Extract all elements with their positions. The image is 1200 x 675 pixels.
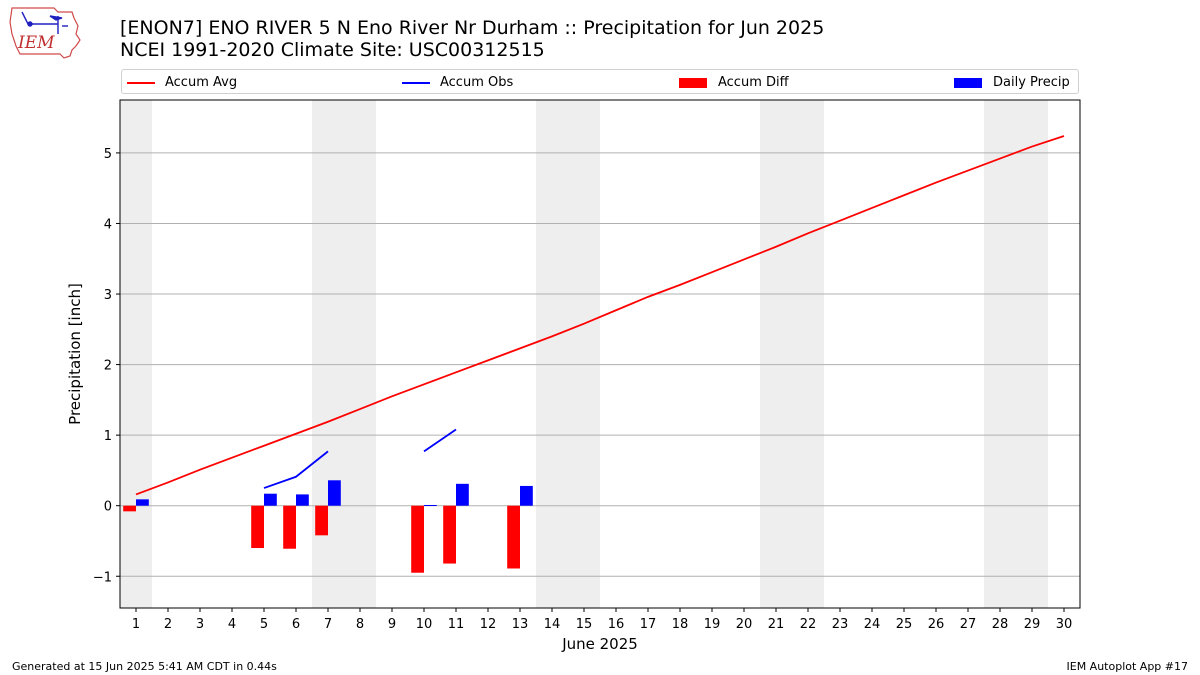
- x-tick-label: 25: [896, 617, 913, 632]
- legend-label-daily-precip: Daily Precip: [993, 75, 1070, 90]
- x-tick-label: 4: [228, 617, 236, 632]
- weekend-band: [536, 100, 600, 608]
- x-tick-label: 19: [704, 617, 721, 632]
- weekend-band: [984, 100, 1048, 608]
- y-tick-label: 0: [104, 500, 112, 515]
- x-tick-label: 24: [864, 617, 881, 632]
- x-tick-label: 17: [640, 617, 657, 632]
- app-credit: IEM Autoplot App #17: [1066, 660, 1189, 673]
- daily-precip-bar: [264, 493, 277, 506]
- legend-swatch-daily-precip: [954, 77, 982, 88]
- legend-swatch-accum-avg: [127, 81, 155, 84]
- generated-timestamp: Generated at 15 Jun 2025 5:41 AM CDT in …: [12, 660, 277, 673]
- y-tick-label: 4: [104, 217, 112, 232]
- daily-precip-bar: [424, 504, 437, 506]
- x-tick-label: 2: [164, 617, 172, 632]
- y-tick-label: 2: [104, 359, 112, 374]
- x-tick-label: 10: [416, 617, 433, 632]
- legend-item-daily-precip: Daily Precip: [954, 70, 1070, 95]
- iem-logo-icon: IEM: [9, 7, 81, 59]
- x-tick-label: 12: [480, 617, 497, 632]
- chart-subtitle: NCEI 1991-2020 Climate Site: USC00312515: [120, 39, 545, 61]
- chart-title: [ENON7] ENO RIVER 5 N Eno River Nr Durha…: [120, 17, 825, 39]
- accum-diff-bar: [507, 505, 520, 569]
- x-tick-label: 30: [1056, 617, 1073, 632]
- x-tick-label: 27: [960, 617, 977, 632]
- x-tick-label: 23: [832, 617, 849, 632]
- x-tick-label: 13: [512, 617, 529, 632]
- legend-label-accum-obs: Accum Obs: [440, 75, 514, 90]
- legend-label-accum-diff: Accum Diff: [718, 75, 789, 90]
- y-axis-label: Precipitation [inch]: [66, 283, 84, 425]
- accum-avg-line: [135, 135, 1065, 496]
- daily-precip-bar: [328, 480, 341, 506]
- daily-precip-bar: [456, 483, 469, 506]
- legend-swatch-accum-diff: [679, 77, 707, 88]
- x-tick-label: 20: [736, 617, 753, 632]
- weekend-band: [760, 100, 824, 608]
- logo-text: IEM: [17, 33, 55, 53]
- accum-diff-bar: [411, 505, 424, 573]
- x-tick-label: 1: [132, 617, 140, 632]
- daily-precip-bar: [520, 485, 533, 506]
- y-tick-label: 3: [104, 288, 112, 303]
- weekend-band: [120, 100, 152, 608]
- accum-diff-bar: [251, 505, 264, 549]
- legend: Accum Avg Accum Obs Accum Diff Daily Pre…: [121, 69, 1079, 94]
- daily-precip-bar: [136, 499, 149, 506]
- x-tick-label: 28: [992, 617, 1009, 632]
- y-tick-label: 5: [104, 147, 112, 162]
- x-tick-label: 5: [260, 617, 268, 632]
- legend-item-accum-obs: Accum Obs: [402, 70, 513, 95]
- x-tick-label: 8: [356, 617, 364, 632]
- x-tick-label: 18: [672, 617, 689, 632]
- x-tick-label: 21: [768, 617, 785, 632]
- legend-item-accum-diff: Accum Diff: [679, 70, 789, 95]
- daily-precip-bar: [296, 494, 309, 506]
- y-tick-label: −1: [93, 570, 112, 585]
- legend-label-accum-avg: Accum Avg: [165, 75, 238, 90]
- x-tick-label: 11: [448, 617, 465, 632]
- accum-diff-bar: [123, 505, 136, 512]
- x-tick-label: 6: [292, 617, 300, 632]
- x-tick-label: 22: [800, 617, 817, 632]
- accum-diff-bar: [283, 505, 296, 549]
- legend-swatch-accum-obs: [402, 81, 430, 84]
- accum-diff-bar: [315, 505, 328, 536]
- accum-obs-line: [263, 450, 329, 489]
- plot-frame: [119, 99, 1081, 609]
- y-tick-label: 1: [104, 429, 112, 444]
- x-tick-label: 9: [388, 617, 396, 632]
- x-tick-label: 26: [928, 617, 945, 632]
- x-tick-label: 7: [324, 617, 332, 632]
- accum-diff-bar: [443, 505, 456, 564]
- x-axis-label: June 2025: [561, 635, 638, 653]
- x-tick-label: 15: [576, 617, 593, 632]
- x-tick-label: 14: [544, 617, 561, 632]
- x-tick-label: 29: [1024, 617, 1041, 632]
- legend-item-accum-avg: Accum Avg: [127, 70, 237, 95]
- accum-obs-line: [423, 428, 457, 453]
- x-tick-label: 16: [608, 617, 625, 632]
- x-tick-label: 3: [196, 617, 204, 632]
